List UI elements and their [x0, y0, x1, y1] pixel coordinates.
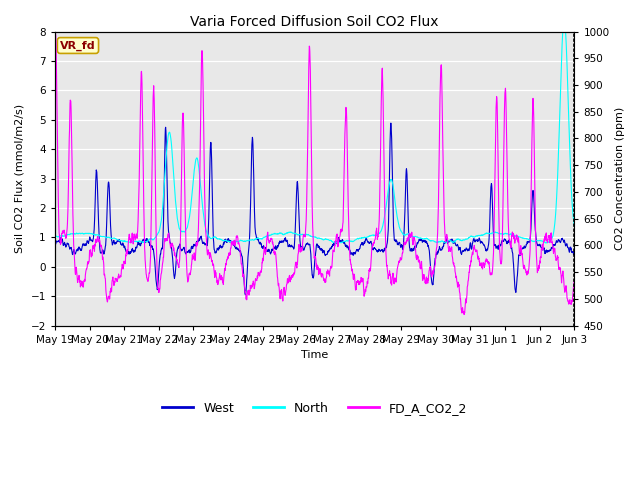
Title: Varia Forced Diffusion Soil CO2 Flux: Varia Forced Diffusion Soil CO2 Flux: [190, 15, 439, 29]
Y-axis label: CO2 Concentration (ppm): CO2 Concentration (ppm): [615, 107, 625, 250]
X-axis label: Time: Time: [301, 350, 328, 360]
Legend: West, North, FD_A_CO2_2: West, North, FD_A_CO2_2: [157, 396, 472, 420]
Y-axis label: Soil CO2 Flux (mmol/m2/s): Soil CO2 Flux (mmol/m2/s): [15, 104, 25, 253]
Text: VR_fd: VR_fd: [60, 40, 96, 51]
